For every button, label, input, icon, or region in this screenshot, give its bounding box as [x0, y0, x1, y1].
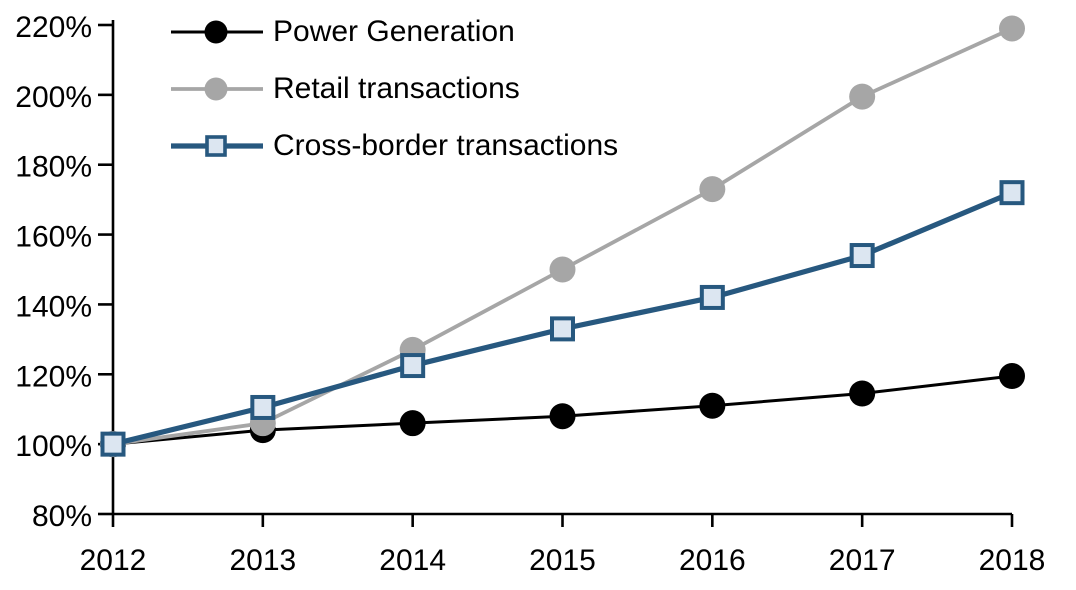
legend-sample-line-circle-icon	[171, 20, 263, 43]
y-tick-label: 120%	[15, 360, 92, 393]
legend-label: Cross-border transactions	[273, 128, 619, 162]
legend-sample-circle	[204, 20, 228, 43]
chart-legend: Power Generation Retail transactions Cro…	[170, 3, 618, 174]
data-point-circle	[699, 392, 726, 419]
x-tick-label: 2017	[829, 544, 896, 577]
legend-sample-line-circle-icon	[171, 77, 263, 100]
y-tick-label: 80%	[32, 500, 92, 533]
legend-sample-circle	[204, 77, 228, 100]
y-tick-label: 100%	[15, 430, 92, 463]
legend-item-retail-transactions: Retail transactions	[170, 60, 618, 117]
data-point-circle	[849, 83, 876, 110]
y-tick-label: 140%	[15, 290, 92, 323]
x-tick-label: 2015	[529, 544, 596, 577]
y-tick-label: 220%	[15, 11, 92, 44]
data-point-circle	[399, 410, 426, 437]
data-point-circle	[849, 380, 876, 407]
x-tick-label: 2016	[679, 544, 746, 577]
x-tick-label: 2013	[229, 544, 296, 577]
legend-sample-square	[205, 134, 227, 157]
y-tick-label: 160%	[15, 221, 92, 254]
data-point-circle	[999, 363, 1025, 390]
data-point-square	[400, 353, 426, 379]
y-tick-label: 200%	[15, 81, 92, 114]
data-point-square	[999, 180, 1025, 206]
x-tick-label: 2014	[379, 544, 446, 577]
data-point-circle	[999, 15, 1025, 42]
data-point-square	[849, 243, 875, 269]
x-tick-label: 2012	[80, 544, 147, 577]
data-point-square	[100, 431, 126, 457]
data-point-square	[699, 284, 725, 310]
y-tick-label: 180%	[15, 151, 92, 184]
data-point-circle	[549, 256, 576, 283]
x-tick-label: 2018	[979, 544, 1046, 577]
data-point-circle	[549, 403, 576, 430]
data-point-square	[250, 394, 276, 420]
series-power-generation	[100, 363, 1025, 458]
legend-label: Power Generation	[273, 14, 515, 48]
series-cross-border-transactions	[100, 180, 1025, 457]
data-point-circle	[699, 176, 726, 203]
data-point-square	[550, 316, 575, 342]
legend-sample-line-square-icon	[171, 134, 263, 157]
legend-item-power-generation: Power Generation	[170, 3, 618, 60]
legend-item-cross-border-transactions: Cross-border transactions	[170, 117, 618, 174]
legend-label: Retail transactions	[273, 71, 520, 105]
